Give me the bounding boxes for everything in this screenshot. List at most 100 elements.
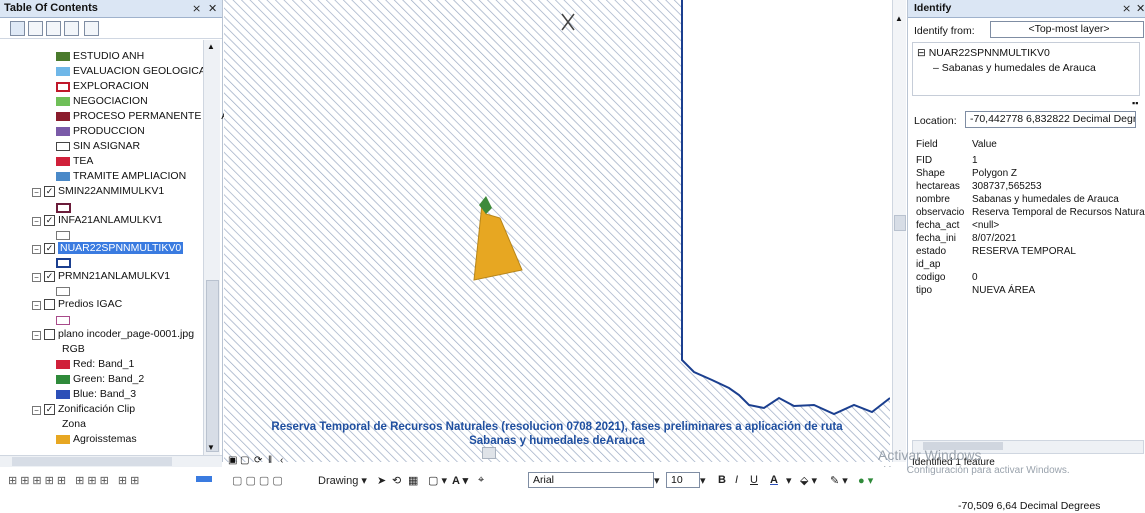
layer-name-selected[interactable]: NUAR22SPNNMULTIKV0 bbox=[58, 242, 184, 254]
band-swatch bbox=[56, 360, 70, 369]
color-bar-icon[interactable] bbox=[196, 476, 212, 482]
legend-item: ESTUDIO ANH bbox=[56, 49, 144, 64]
layer-symbol bbox=[56, 203, 71, 213]
activation-watermark-text: Ve a Configuración para activar Windows. bbox=[884, 465, 1070, 476]
italic-button[interactable]: I bbox=[735, 474, 739, 486]
list-by-visibility-icon[interactable] bbox=[46, 21, 61, 36]
toolbar-icon-group[interactable]: ⊞⊞⊞⊞⊞ ⊞⊞⊞ ⊞⊞ bbox=[8, 475, 143, 487]
map-canvas[interactable] bbox=[224, 0, 890, 462]
layer-name[interactable]: INFA21ANLAMULKV1 bbox=[58, 214, 163, 226]
map-view[interactable]: Reserva Temporal de Recursos Naturales (… bbox=[224, 0, 890, 462]
identify-hscroll[interactable] bbox=[912, 440, 1144, 454]
legend-swatch bbox=[56, 435, 70, 444]
scroll-up-icon[interactable]: ▲ bbox=[895, 14, 903, 23]
layer-visibility-checkbox[interactable]: ✓ bbox=[44, 186, 55, 197]
collapse-icon[interactable]: − bbox=[32, 245, 41, 254]
layer-visibility-checkbox[interactable] bbox=[44, 329, 55, 340]
location-field[interactable]: -70,442778 6,832822 Decimal Degrees bbox=[965, 111, 1136, 128]
tree-feature-name: Sabanas y humedales de Arauca bbox=[941, 62, 1096, 74]
rotate-icon[interactable]: ⟲ bbox=[392, 475, 402, 487]
layer-visibility-checkbox[interactable]: ✓ bbox=[44, 404, 55, 415]
tree-layer-node[interactable]: ⊟ NUAR22SPNNMULTIKV0 bbox=[917, 47, 1050, 59]
collapse-icon[interactable]: − bbox=[32, 188, 41, 197]
drawing-menu[interactable]: Drawing ▾ bbox=[318, 475, 367, 487]
scroll-thumb[interactable] bbox=[894, 215, 906, 231]
layer-name[interactable]: Zonificación Clip bbox=[58, 403, 136, 415]
pin-icon[interactable]: ⨯ bbox=[192, 3, 202, 15]
edit-vertices-icon[interactable]: ⌖ bbox=[478, 474, 485, 486]
close-icon[interactable]: ✕ bbox=[208, 3, 218, 15]
layer-visibility-checkbox[interactable]: ✓ bbox=[44, 215, 55, 226]
tree-feature-node[interactable]: – Sabanas y humedales de Arauca bbox=[933, 62, 1096, 74]
options-icon[interactable] bbox=[84, 21, 99, 36]
font-color-button[interactable]: A bbox=[770, 474, 778, 486]
row-field: tipo bbox=[916, 285, 933, 296]
close-icon[interactable]: ✕ bbox=[1136, 3, 1145, 15]
map-hscroll-thumb[interactable] bbox=[482, 447, 496, 459]
legend-label: PRODUCCION bbox=[73, 125, 145, 137]
marker-color-icon[interactable]: ● ▾ bbox=[858, 475, 874, 487]
pin-icon[interactable]: ⨯ bbox=[1122, 3, 1132, 15]
size-dropdown-arrow-icon[interactable]: ▾ bbox=[700, 475, 706, 487]
row-field: codigo bbox=[916, 272, 946, 283]
scroll-down-icon[interactable]: ▼ bbox=[207, 443, 215, 452]
legend-item: SIN ASIGNAR bbox=[56, 139, 140, 154]
list-by-drawing-order-icon[interactable] bbox=[10, 21, 25, 36]
font-size-dropdown[interactable]: 10 bbox=[666, 472, 700, 488]
collapse-icon[interactable]: − bbox=[32, 273, 41, 282]
scroll-thumb[interactable] bbox=[923, 442, 1003, 450]
layer-name[interactable]: SMIN22ANMIMULKV1 bbox=[58, 185, 165, 197]
layer-row-zonificacion[interactable]: − ✓ Zonificación Clip bbox=[32, 402, 135, 417]
layer-row-smin[interactable]: − ✓ SMIN22ANMIMULKV1 bbox=[32, 184, 164, 199]
font-color-dropdown-icon[interactable]: ▾ bbox=[786, 475, 792, 487]
collapse-icon[interactable]: − bbox=[32, 331, 41, 340]
toc-layer-list: ESTUDIO ANH EVALUACION GEOLOGICA EXPLORA… bbox=[0, 40, 228, 460]
collapse-icon[interactable]: − bbox=[32, 217, 41, 226]
layer-name[interactable]: PRMN21ANLAMULKV1 bbox=[58, 270, 171, 282]
toc-horizontal-scrollbar[interactable] bbox=[0, 455, 222, 468]
text-tool-icon[interactable]: A ▾ bbox=[452, 475, 469, 487]
list-by-selection-icon[interactable] bbox=[64, 21, 79, 36]
collapse-icon[interactable]: − bbox=[32, 301, 41, 310]
pause-icon[interactable]: ‖ bbox=[268, 455, 273, 466]
layer-row-prmn[interactable]: − ✓ PRMN21ANLAMULKV1 bbox=[32, 269, 170, 284]
data-view-icon[interactable]: ▣ bbox=[228, 455, 238, 466]
select-elements-icon[interactable]: ➤ bbox=[377, 475, 387, 487]
line-color-icon[interactable]: ✎ ▾ bbox=[830, 475, 848, 487]
rectangle-tool-icon[interactable]: ▢ ▾ bbox=[428, 475, 447, 487]
scroll-thumb[interactable] bbox=[206, 280, 219, 452]
page-icons[interactable]: ▢ ▢ ▢ ▢ bbox=[232, 475, 283, 487]
layer-row-infa[interactable]: − ✓ INFA21ANLAMULKV1 bbox=[32, 213, 162, 228]
layer-name[interactable]: plano incoder_page-0001.jpg bbox=[58, 328, 195, 340]
layer-row-predios[interactable]: − Predios IGAC bbox=[32, 297, 122, 312]
refresh-icon[interactable]: ⟳ bbox=[254, 455, 263, 466]
scroll-thumb[interactable] bbox=[12, 457, 172, 466]
layer-visibility-checkbox[interactable] bbox=[44, 299, 55, 310]
map-vertical-scrollbar[interactable]: ▲ bbox=[892, 0, 906, 462]
layer-row-plano[interactable]: − plano incoder_page-0001.jpg bbox=[32, 327, 194, 342]
layer-row-nuar[interactable]: − ✓ NUAR22SPNNMULTIKV0 bbox=[32, 241, 184, 256]
font-name-dropdown[interactable]: Arial bbox=[528, 472, 654, 488]
layer-name[interactable]: Predios IGAC bbox=[58, 298, 123, 310]
layer-visibility-checkbox[interactable]: ✓ bbox=[44, 243, 55, 254]
fill-color-icon[interactable]: ⬙ ▾ bbox=[800, 475, 818, 487]
collapse-icon[interactable]: − bbox=[32, 406, 41, 415]
toc-vertical-scrollbar[interactable]: ▲ ▼ bbox=[203, 40, 220, 455]
identify-from-value: <Top-most layer> bbox=[1028, 23, 1110, 35]
scroll-up-icon[interactable]: ▲ bbox=[207, 42, 215, 51]
layout-view-icon[interactable]: ▢ bbox=[240, 455, 250, 466]
zoom-whole-page-icon[interactable]: ▦ bbox=[408, 475, 419, 487]
band-item: Blue: Band_3 bbox=[56, 387, 136, 402]
font-dropdown-arrow-icon[interactable]: ▾ bbox=[654, 475, 660, 487]
row-field: hectareas bbox=[916, 181, 960, 192]
row-field: id_ap bbox=[916, 259, 941, 270]
layer-visibility-checkbox[interactable]: ✓ bbox=[44, 271, 55, 282]
identify-from-dropdown[interactable]: <Top-most layer> bbox=[990, 21, 1144, 38]
identify-results-tree[interactable]: ⊟ NUAR22SPNNMULTIKV0 – Sabanas y humedal… bbox=[912, 42, 1140, 96]
splitter-icon[interactable]: ▪▪ bbox=[1132, 98, 1139, 108]
bold-button[interactable]: B bbox=[718, 474, 726, 486]
next-icon[interactable]: ‹ bbox=[280, 455, 284, 466]
underline-button[interactable]: U bbox=[750, 474, 758, 486]
list-by-source-icon[interactable] bbox=[28, 21, 43, 36]
map-caption-line-1: Reserva Temporal de Recursos Naturales (… bbox=[271, 421, 843, 433]
